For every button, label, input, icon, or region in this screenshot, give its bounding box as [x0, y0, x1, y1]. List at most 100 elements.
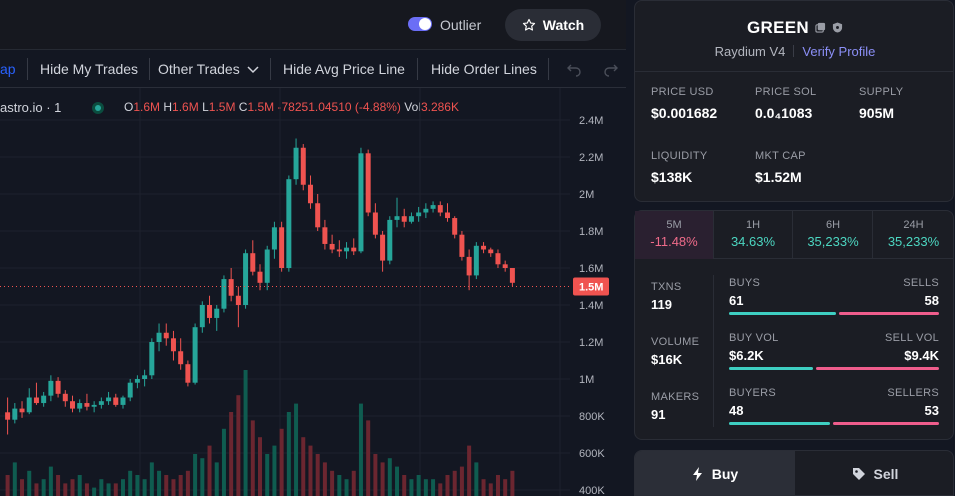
other-trades-dropdown[interactable]: Other Trades [158, 61, 259, 77]
volume-bar [229, 412, 234, 496]
volume-bar [380, 462, 385, 496]
candle-body [84, 403, 90, 407]
volume-total: $16K [651, 352, 683, 367]
toolbar-divider [548, 58, 549, 80]
buys-value: 61 [729, 293, 744, 308]
chart-panel: Outlier Watch ap Hide My Trades Other Tr… [0, 0, 626, 496]
price-axis-tick: 600K [579, 448, 605, 460]
volume-bar [294, 403, 299, 496]
candle-body [358, 153, 364, 252]
chart-toolbar: ap Hide My Trades Other Trades Hide Avg … [0, 50, 626, 88]
ohlc-change: -78251.04510 (-4.88%) [277, 100, 401, 114]
volume-bar [113, 483, 118, 496]
liquidity-value: $138K [651, 169, 693, 185]
candle-body [329, 243, 335, 250]
candle-body [26, 397, 32, 413]
candle-body [264, 249, 270, 283]
volume-bar [510, 470, 515, 496]
candle-body [77, 403, 83, 409]
candle-body [41, 395, 47, 404]
redo-icon[interactable] [603, 61, 619, 77]
volume-bar [200, 458, 205, 496]
volume-bar [503, 479, 508, 496]
toolbar-item-cut[interactable]: ap [0, 61, 16, 77]
candle-body [156, 332, 162, 342]
subtitle-divider [793, 45, 795, 57]
volume-bar [70, 479, 75, 496]
ohlc-close: 1.5M [247, 100, 275, 114]
undo-icon[interactable] [566, 61, 582, 77]
candlestick-chart[interactable]: 2.4M 2.2M 2M 1.8M 1.6M 1.4M 1.2M 1M 800K 600K 400K… [0, 88, 626, 496]
volume-bar [149, 462, 154, 496]
volume-bar [445, 475, 450, 496]
sellers-bar [833, 422, 939, 425]
makers-label: MAKERS [651, 391, 700, 403]
divider [635, 71, 953, 72]
sell-tab[interactable]: Sell [795, 451, 953, 495]
volume-bar [258, 437, 262, 496]
candle-body [134, 379, 140, 383]
tab-24h[interactable]: 24H 35,233% [874, 211, 953, 259]
ohlc-low: 1.5M [208, 100, 236, 114]
sells-bar [839, 312, 939, 315]
buy-vol-label: BUY VOL [729, 332, 779, 344]
toolbar-divider [270, 58, 271, 80]
tag-icon [852, 468, 865, 480]
volume-bar [286, 412, 291, 496]
candle-body [444, 212, 450, 219]
candle-body [336, 249, 342, 252]
tab-change: 35,233% [807, 234, 859, 249]
candle-body [170, 338, 176, 352]
buy-tab[interactable]: Buy [635, 451, 795, 495]
price-axis-tick: 400K [579, 485, 605, 496]
price-axis-tick: 1.8M [579, 226, 603, 238]
mkt-cap-label: MKT CAP [755, 150, 806, 162]
ohlc-low-key: L [202, 100, 209, 114]
sell-label: Sell [873, 466, 899, 482]
volume-bar [481, 479, 486, 496]
candle-body [5, 412, 11, 420]
candle-body [315, 203, 321, 228]
current-price-badge [573, 277, 609, 296]
watch-label: Watch [542, 17, 585, 33]
verify-profile-link[interactable]: Verify Profile [802, 44, 876, 59]
tab-change: -11.48% [650, 234, 698, 249]
tab-5m[interactable]: 5M -11.48% [635, 211, 714, 259]
tab-1h[interactable]: 1H 34.63% [714, 211, 793, 259]
candle-body [502, 264, 508, 268]
candle-body [163, 332, 169, 339]
volume-bar [366, 420, 371, 496]
buyers-value: 48 [729, 403, 744, 418]
volume-bar [5, 475, 10, 496]
ohlc-close-key: C [238, 100, 248, 114]
outlier-toggle[interactable] [408, 17, 432, 31]
hide-avg-price-line-button[interactable]: Hide Avg Price Line [283, 61, 405, 77]
price-axis-tick: 1.2M [579, 337, 603, 349]
candle-body [19, 408, 25, 413]
volume-bar [84, 483, 89, 496]
tab-6h[interactable]: 6H 35,233% [794, 211, 873, 259]
volume-bar [337, 475, 342, 496]
candle-body [192, 327, 198, 383]
volume-bar [12, 462, 17, 496]
volume-bar [322, 462, 327, 496]
volume-bar [236, 395, 241, 496]
trade-tabs: Buy Sell [634, 450, 954, 496]
candle-body [430, 205, 436, 209]
volume-bar [221, 428, 226, 496]
hide-my-trades-button[interactable]: Hide My Trades [40, 61, 139, 77]
copy-icon[interactable] [815, 22, 826, 33]
stats-divider [713, 275, 714, 427]
txns-value: 119 [651, 297, 672, 312]
candle-body [322, 227, 328, 244]
volume-bar [92, 487, 97, 496]
volume-bar [308, 445, 313, 496]
shield-icon[interactable] [832, 22, 843, 33]
ohlc-high: 1.6M [172, 100, 199, 114]
volume-bar [157, 470, 162, 496]
watch-button[interactable]: Watch [505, 9, 601, 41]
volume-bar [358, 403, 363, 496]
hide-order-lines-button[interactable]: Hide Order Lines [431, 61, 537, 77]
chart-source: astro.io · 1 [0, 100, 62, 115]
